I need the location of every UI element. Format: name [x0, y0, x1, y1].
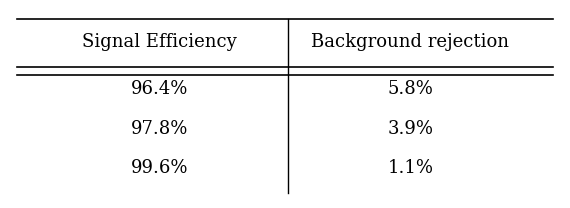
Text: 97.8%: 97.8% [131, 120, 188, 138]
Text: Background rejection: Background rejection [311, 33, 510, 51]
Text: Signal Efficiency: Signal Efficiency [82, 33, 237, 51]
Text: 99.6%: 99.6% [131, 160, 188, 177]
Text: 96.4%: 96.4% [131, 80, 188, 98]
Text: 5.8%: 5.8% [388, 80, 433, 98]
Text: 1.1%: 1.1% [388, 160, 433, 177]
Text: 3.9%: 3.9% [388, 120, 433, 138]
